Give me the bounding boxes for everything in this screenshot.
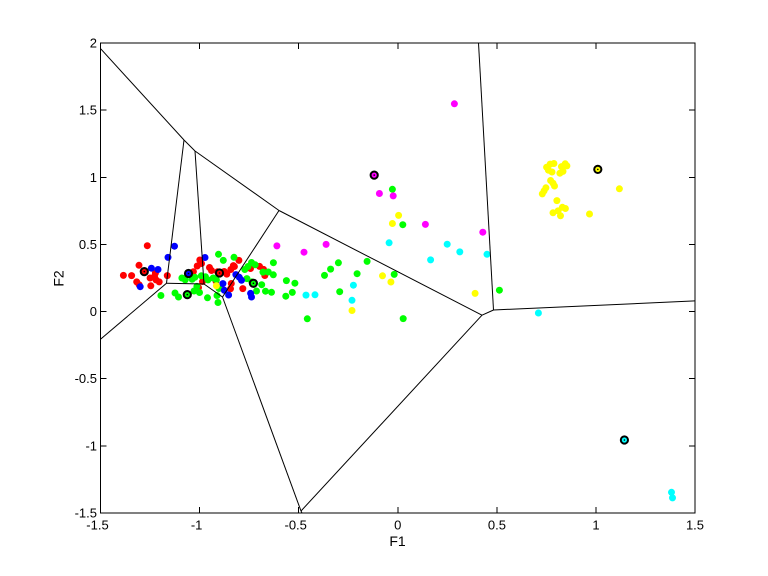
svg-text:-1: -1	[191, 518, 203, 533]
svg-text:0.5: 0.5	[79, 237, 97, 252]
svg-text:2: 2	[90, 36, 97, 51]
svg-text:0: 0	[394, 518, 401, 533]
svg-text:-0.5: -0.5	[284, 518, 306, 533]
svg-text:1.5: 1.5	[686, 518, 704, 533]
svg-text:-1.5: -1.5	[86, 518, 108, 533]
svg-text:1: 1	[90, 170, 97, 185]
svg-text:-1.5: -1.5	[75, 506, 97, 521]
svg-text:-1: -1	[85, 438, 97, 453]
svg-text:0.5: 0.5	[488, 518, 506, 533]
svg-text:F2: F2	[51, 270, 67, 287]
svg-text:F1: F1	[389, 533, 406, 549]
svg-text:1: 1	[592, 518, 599, 533]
svg-text:1.5: 1.5	[79, 103, 97, 118]
svg-text:0: 0	[90, 304, 97, 319]
svg-text:-0.5: -0.5	[75, 371, 97, 386]
